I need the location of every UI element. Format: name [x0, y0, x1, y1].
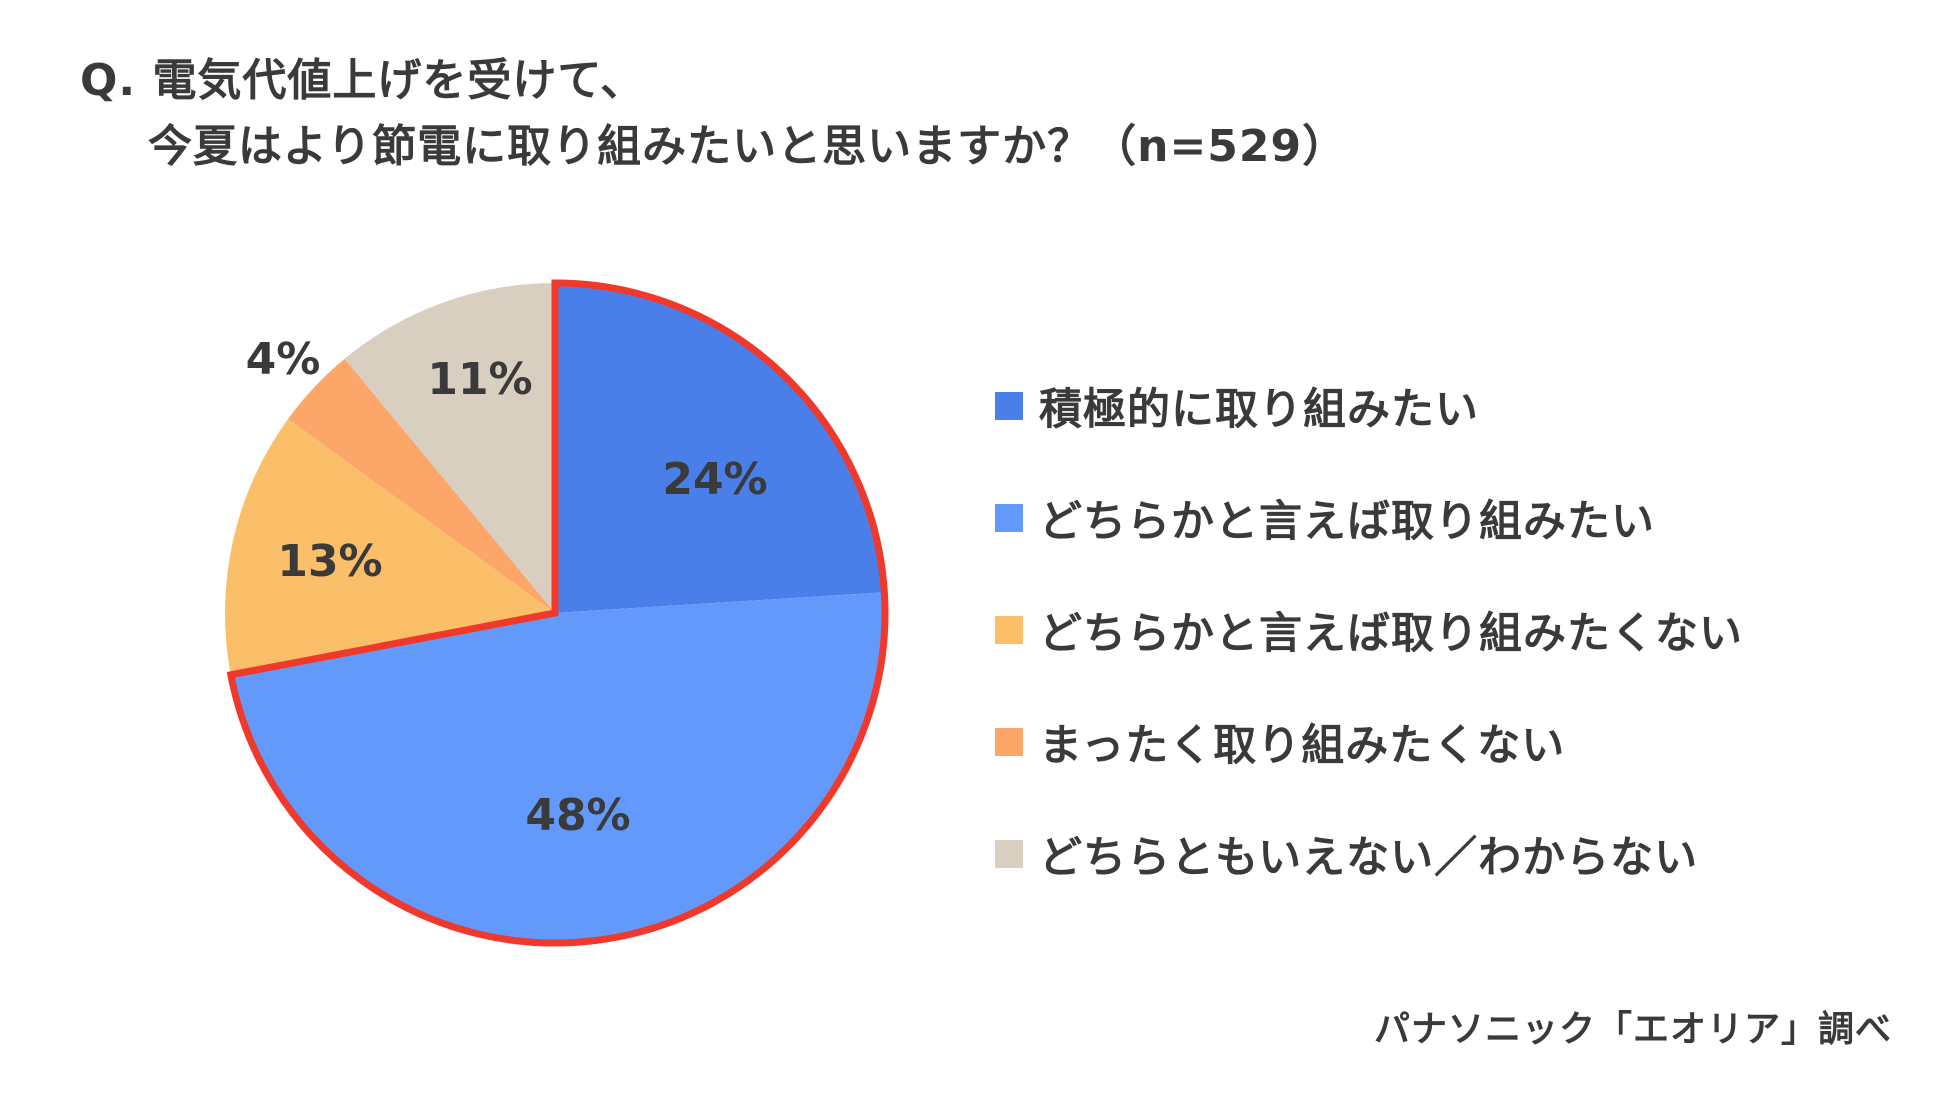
- highlight-outline: [226, 279, 889, 947]
- legend-swatch: [995, 728, 1023, 756]
- chart-title: Q. 電気代値上げを受けて、 今夏はより節電に取り組みたいと思いますか？（n=5…: [80, 48, 1347, 180]
- legend-item: 積極的に取り組みたい: [995, 350, 1743, 462]
- pie-slices: [225, 283, 885, 943]
- pie-chart: 24% 48% 13% 4% 11%: [225, 279, 889, 947]
- slice-value-label: 48%: [525, 790, 630, 841]
- chart-title-line1: Q. 電気代値上げを受けて、: [80, 55, 646, 106]
- legend-item: どちらかと言えば取り組みたい: [995, 462, 1743, 574]
- legend-label: どちらともいえない／わからない: [1039, 833, 1699, 883]
- legend-swatch: [995, 504, 1023, 532]
- slice-value-label: 13%: [277, 536, 382, 587]
- legend-item: どちらともいえない／わからない: [995, 798, 1743, 910]
- legend-label: どちらかと言えば取り組みたくない: [1039, 609, 1743, 659]
- legend-label: どちらかと言えば取り組みたい: [1039, 497, 1655, 547]
- legend-swatch: [995, 840, 1023, 868]
- legend-item: どちらかと言えば取り組みたくない: [995, 574, 1743, 686]
- slice-value-label: 24%: [662, 454, 767, 505]
- chart-title-line2: 今夏はより節電に取り組みたいと思いますか？（n=529）: [148, 121, 1348, 172]
- pie-slice-labels: 24% 48% 13% 4% 11%: [246, 334, 768, 841]
- pie-slice: [555, 283, 885, 613]
- legend-label: 積極的に取り組みたい: [1039, 385, 1479, 435]
- slice-value-label: 11%: [427, 354, 532, 405]
- legend-item: まったく取り組みたくない: [995, 686, 1743, 798]
- legend-label: まったく取り組みたくない: [1039, 721, 1566, 771]
- pie-slice: [230, 592, 885, 943]
- pie-slice: [225, 419, 556, 675]
- pie-slice: [288, 358, 555, 613]
- pie-slice: [344, 283, 555, 613]
- legend-swatch: [995, 616, 1023, 644]
- legend-swatch: [995, 392, 1023, 420]
- legend: 積極的に取り組みたい どちらかと言えば取り組みたい どちらかと言えば取り組みたく…: [995, 350, 1743, 910]
- slice-value-label: 4%: [246, 334, 321, 385]
- source-note: パナソニック「エオリア」調べ: [1373, 1009, 1892, 1050]
